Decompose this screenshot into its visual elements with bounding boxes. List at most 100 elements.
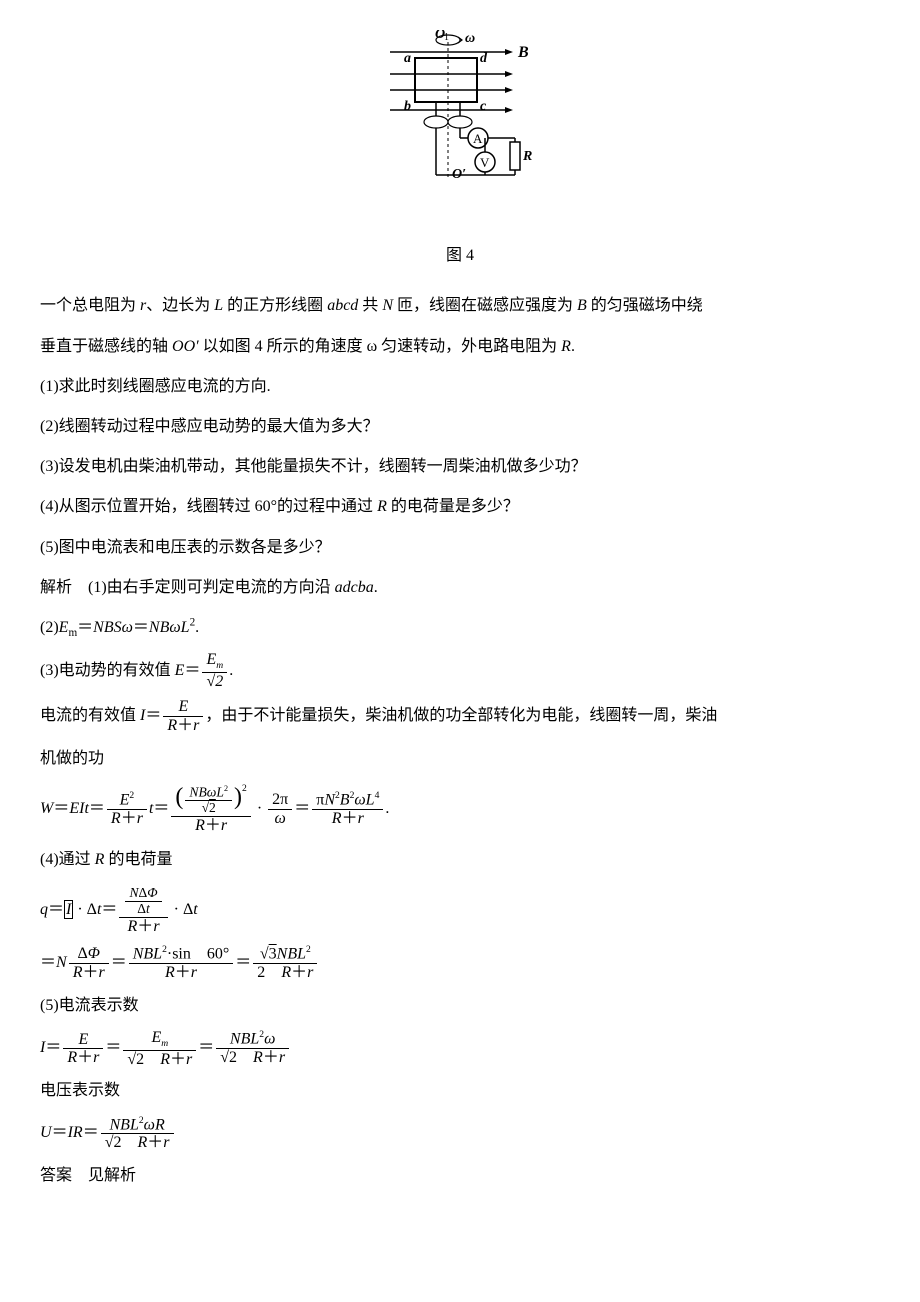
R: R: [128, 918, 138, 935]
text: 、边长为: [146, 297, 214, 314]
eq: ＝: [133, 619, 149, 636]
text: 的匀强磁场中绕: [587, 297, 703, 314]
den: 2: [215, 673, 223, 690]
text: 解析 (1)由右手定则可判定电流的方向沿: [40, 579, 335, 596]
voltage-label: 电压表示数: [40, 1073, 880, 1108]
den: ω: [268, 810, 292, 828]
var: t: [193, 901, 197, 918]
text: 一个总电阻为: [40, 297, 140, 314]
sup: 4: [375, 790, 380, 801]
fraction: E2R＋r: [107, 791, 147, 828]
fraction: 2πω: [268, 791, 292, 827]
var-abcd: abcd: [327, 297, 358, 314]
eq: ＝: [153, 800, 169, 817]
text: .: [385, 800, 389, 817]
num: E: [163, 698, 203, 717]
fraction: ER＋r: [163, 698, 203, 734]
current-5-eq: I＝ER＋r＝Em√2 R＋r＝NBL2ω√2 R＋r: [40, 1028, 880, 1068]
R: R: [67, 1049, 77, 1066]
eq: ＝: [101, 901, 117, 918]
fraction: ER＋r: [63, 1031, 103, 1067]
answer-3: (3)电动势的有效值 E＝Em√2.: [40, 651, 880, 691]
sup: 2: [129, 790, 134, 801]
text: (3)电动势的有效值: [40, 662, 175, 679]
plus: ＋: [82, 964, 98, 981]
var: ω: [122, 619, 133, 636]
circuit-diagram: O 1 ω B a d b c: [380, 30, 540, 210]
plus: ＋: [137, 918, 153, 935]
NBL: NBL: [110, 1116, 139, 1133]
text: 的电荷量是多少？: [387, 498, 519, 515]
text: ，由于不计能量损失，柴油机做的功全部转化为电能，线圈转一周，柴油: [205, 707, 717, 724]
L: L: [366, 791, 375, 808]
fraction: NΔΦΔtR＋r: [119, 886, 167, 936]
phi: Φ: [147, 885, 157, 900]
eq: ＝: [105, 1039, 121, 1056]
num: E: [63, 1031, 103, 1050]
num: 2π: [268, 791, 292, 810]
eq: ＝: [198, 1039, 214, 1056]
eq: ＝: [145, 707, 161, 724]
R: R: [111, 810, 121, 827]
var: N: [56, 954, 67, 971]
sqrt: 3: [269, 945, 277, 962]
text: 匝，线圈在磁感应强度为: [393, 297, 577, 314]
var-N: N: [382, 297, 393, 314]
work-equation: W＝EIt＝E2R＋rt＝(NBωL2√2)2R＋r · 2πω＝πN2B2ωL…: [40, 781, 880, 837]
svg-text:B: B: [517, 44, 529, 61]
path: adcba: [335, 579, 374, 596]
sub: m: [68, 627, 77, 639]
text: .: [195, 619, 199, 636]
omega: ω: [207, 784, 217, 799]
eq: ＝: [48, 901, 64, 918]
var: U: [40, 1124, 52, 1141]
eq: ＝: [184, 662, 200, 679]
eq: ＝: [45, 1039, 61, 1056]
sub: m: [161, 1038, 168, 1049]
num: E: [207, 651, 217, 668]
problem-intro-line2: 垂直于磁感线的轴 OO′ 以如图 4 所示的角速度 ω 匀速转动，外电路电阻为 …: [40, 329, 880, 364]
r: r: [279, 1049, 285, 1066]
R: R: [165, 964, 175, 981]
R: R: [138, 1134, 148, 1151]
fraction: NBL2ωR√2 R＋r: [101, 1116, 174, 1153]
eq: ＝: [53, 800, 69, 817]
eq: ＝: [111, 954, 127, 971]
sin: ·sin 60°: [167, 945, 229, 962]
plus: ＋: [342, 810, 358, 827]
plus: ＋: [77, 1049, 93, 1066]
r: r: [137, 810, 143, 827]
R: R: [195, 817, 205, 834]
delta: Δ: [77, 945, 87, 962]
L: L: [216, 784, 224, 799]
r: r: [93, 1049, 99, 1066]
sqrt: 2: [229, 1049, 237, 1066]
var-R: R: [561, 338, 571, 355]
R: R: [155, 1116, 165, 1133]
svg-text:b: b: [404, 99, 411, 114]
omega: ω: [264, 1031, 275, 1048]
var: R: [95, 851, 105, 868]
question-3: (3)设发电机由柴油机带动，其他能量损失不计，线圈转一周柴油机做多少功？: [40, 449, 880, 484]
var: E: [59, 619, 69, 636]
sqrt: 2: [113, 1134, 121, 1151]
fraction: πN2B2ωL4R＋r: [312, 791, 383, 828]
svg-text:R: R: [522, 149, 532, 164]
plus: ＋: [121, 810, 137, 827]
eq: ＝: [52, 1124, 68, 1141]
fraction: NBL2·sin 60°R＋r: [129, 945, 234, 982]
fraction: Em√2 R＋r: [123, 1029, 196, 1068]
eq: ＝: [77, 619, 93, 636]
N: N: [129, 885, 138, 900]
r: r: [221, 817, 227, 834]
var: ω: [169, 619, 180, 636]
figure: O 1 ω B a d b c: [40, 30, 880, 223]
sup: 2: [224, 784, 228, 793]
svg-text:1: 1: [444, 32, 449, 43]
text: (4)从图示位置开始，线圈转过 60°的过程中通过: [40, 498, 377, 515]
NB: NB: [189, 784, 206, 799]
svg-text:A: A: [473, 131, 483, 146]
work-label: 机做的功: [40, 741, 880, 776]
var: NBS: [93, 619, 121, 636]
text: 垂直于磁感线的轴: [40, 338, 172, 355]
